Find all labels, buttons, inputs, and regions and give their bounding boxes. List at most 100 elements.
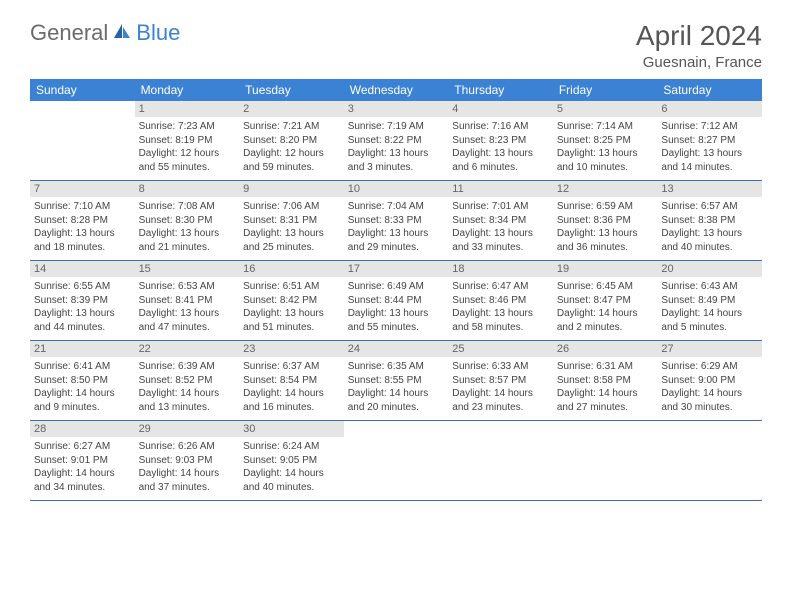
week-row: 14Sunrise: 6:55 AMSunset: 8:39 PMDayligh… — [30, 261, 762, 341]
day-cell: 28Sunrise: 6:27 AMSunset: 9:01 PMDayligh… — [30, 421, 135, 500]
day-cell: 14Sunrise: 6:55 AMSunset: 8:39 PMDayligh… — [30, 261, 135, 340]
day-info: Sunrise: 7:10 AMSunset: 8:28 PMDaylight:… — [34, 200, 131, 254]
day-cell: 21Sunrise: 6:41 AMSunset: 8:50 PMDayligh… — [30, 341, 135, 420]
day-cell: 29 Sunrise: 6:26 AMSunset: 9:03 PMDayligh… — [135, 421, 240, 500]
day-cell: 25Sunrise: 6:33 AMSunset: 8:57 PMDayligh… — [448, 341, 553, 420]
page-header: General Blue April 2024 Guesnain, France — [0, 0, 792, 79]
day-number: 4 — [448, 101, 553, 117]
day-info: Sunrise: 7:14 AMSunset: 8:25 PMDaylight:… — [557, 120, 654, 174]
day-header-wed: Wednesday — [344, 79, 449, 101]
day-info: Sunrise: 6:26 AMSunset: 9:03 PMDaylight:… — [139, 440, 236, 494]
day-cell: 1Sunrise: 7:23 AMSunset: 8:19 PMDaylight… — [135, 101, 240, 180]
day-cell: 18 Sunrise: 6:47 AMSunset: 8:46 PMDayligh… — [448, 261, 553, 340]
day-number: 10 — [344, 181, 449, 197]
day-number: 29 — [135, 421, 240, 437]
day-header-thu: Thursday — [448, 79, 553, 101]
day-cell: 6Sunrise: 7:12 AMSunset: 8:27 PMDaylight… — [657, 101, 762, 180]
day-header-row: Sunday Monday Tuesday Wednesday Thursday… — [30, 79, 762, 101]
week-row: 7 Sunrise: 7:10 AMSunset: 8:28 PMDaylight… — [30, 181, 762, 261]
day-number — [30, 101, 135, 117]
day-number: 1 — [135, 101, 240, 117]
week-row: 1Sunrise: 7:23 AMSunset: 8:19 PMDaylight… — [30, 101, 762, 181]
day-cell: 19 Sunrise: 6:45 AMSunset: 8:47 PMDayligh… — [553, 261, 658, 340]
logo: General Blue — [30, 20, 180, 46]
day-info: Sunrise: 7:19 AMSunset: 8:22 PMDaylight:… — [348, 120, 445, 174]
calendar: Sunday Monday Tuesday Wednesday Thursday… — [0, 79, 792, 501]
day-cell — [344, 421, 449, 500]
day-number: 8 — [135, 181, 240, 197]
day-cell: 16Sunrise: 6:51 AMSunset: 8:42 PMDayligh… — [239, 261, 344, 340]
day-info: Sunrise: 7:16 AMSunset: 8:23 PMDaylight:… — [452, 120, 549, 174]
day-number: 12 — [553, 181, 658, 197]
day-info: Sunrise: 6:39 AMSunset: 8:52 PMDaylight:… — [139, 360, 236, 414]
day-number: 26 — [553, 341, 658, 357]
day-cell: 24Sunrise: 6:35 AMSunset: 8:55 PMDayligh… — [344, 341, 449, 420]
day-cell: 5Sunrise: 7:14 AMSunset: 8:25 PMDaylight… — [553, 101, 658, 180]
day-info: Sunrise: 6:29 AMSunset: 9:00 PMDaylight:… — [661, 360, 758, 414]
day-header-sat: Saturday — [657, 79, 762, 101]
location-label: Guesnain, France — [636, 54, 762, 71]
day-number: 6 — [657, 101, 762, 117]
day-number: 30 — [239, 421, 344, 437]
day-header-fri: Friday — [553, 79, 658, 101]
day-cell: 17Sunrise: 6:49 AMSunset: 8:44 PMDayligh… — [344, 261, 449, 340]
day-number — [448, 421, 553, 437]
day-number: 17 — [344, 261, 449, 277]
day-info: Sunrise: 7:04 AMSunset: 8:33 PMDaylight:… — [348, 200, 445, 254]
day-number: 16 — [239, 261, 344, 277]
day-info: Sunrise: 6:45 AMSunset: 8:47 PMDaylight:… — [557, 280, 654, 334]
day-cell: 11 Sunrise: 7:01 AMSunset: 8:34 PMDayligh… — [448, 181, 553, 260]
day-info: Sunrise: 6:37 AMSunset: 8:54 PMDaylight:… — [243, 360, 340, 414]
day-number: 20 — [657, 261, 762, 277]
day-number: 13 — [657, 181, 762, 197]
day-info: Sunrise: 6:57 AMSunset: 8:38 PMDaylight:… — [661, 200, 758, 254]
weeks-container: 1Sunrise: 7:23 AMSunset: 8:19 PMDaylight… — [30, 101, 762, 501]
day-cell: 20 Sunrise: 6:43 AMSunset: 8:49 PMDayligh… — [657, 261, 762, 340]
day-cell: 26 Sunrise: 6:31 AMSunset: 8:58 PMDayligh… — [553, 341, 658, 420]
day-info: Sunrise: 6:24 AMSunset: 9:05 PMDaylight:… — [243, 440, 340, 494]
day-number — [344, 421, 449, 437]
day-number: 23 — [239, 341, 344, 357]
day-info: Sunrise: 6:55 AMSunset: 8:39 PMDaylight:… — [34, 280, 131, 334]
day-cell — [30, 101, 135, 180]
logo-sail-icon — [112, 22, 132, 45]
day-number: 25 — [448, 341, 553, 357]
day-info: Sunrise: 6:31 AMSunset: 8:58 PMDaylight:… — [557, 360, 654, 414]
day-info: Sunrise: 6:47 AMSunset: 8:46 PMDaylight:… — [452, 280, 549, 334]
day-cell: 23 Sunrise: 6:37 AMSunset: 8:54 PMDayligh… — [239, 341, 344, 420]
day-cell: 13 Sunrise: 6:57 AMSunset: 8:38 PMDayligh… — [657, 181, 762, 260]
day-number: 19 — [553, 261, 658, 277]
day-info: Sunrise: 6:27 AMSunset: 9:01 PMDaylight:… — [34, 440, 131, 494]
day-info: Sunrise: 6:43 AMSunset: 8:49 PMDaylight:… — [661, 280, 758, 334]
day-number — [657, 421, 762, 437]
day-cell: 22Sunrise: 6:39 AMSunset: 8:52 PMDayligh… — [135, 341, 240, 420]
day-info: Sunrise: 6:41 AMSunset: 8:50 PMDaylight:… — [34, 360, 131, 414]
day-cell: 12Sunrise: 6:59 AMSunset: 8:36 PMDayligh… — [553, 181, 658, 260]
day-info: Sunrise: 7:06 AMSunset: 8:31 PMDaylight:… — [243, 200, 340, 254]
day-header-mon: Monday — [135, 79, 240, 101]
day-cell — [553, 421, 658, 500]
day-info: Sunrise: 7:21 AMSunset: 8:20 PMDaylight:… — [243, 120, 340, 174]
day-number — [553, 421, 658, 437]
day-cell: 7 Sunrise: 7:10 AMSunset: 8:28 PMDaylight… — [30, 181, 135, 260]
day-cell: 9 Sunrise: 7:06 AMSunset: 8:31 PMDaylight… — [239, 181, 344, 260]
day-number: 11 — [448, 181, 553, 197]
day-cell: 8 Sunrise: 7:08 AMSunset: 8:30 PMDaylight… — [135, 181, 240, 260]
logo-text-blue: Blue — [136, 20, 180, 46]
day-number: 24 — [344, 341, 449, 357]
day-cell — [448, 421, 553, 500]
day-info: Sunrise: 7:08 AMSunset: 8:30 PMDaylight:… — [139, 200, 236, 254]
day-cell — [657, 421, 762, 500]
day-header-tue: Tuesday — [239, 79, 344, 101]
day-number: 18 — [448, 261, 553, 277]
day-info: Sunrise: 6:53 AMSunset: 8:41 PMDaylight:… — [139, 280, 236, 334]
week-row: 28Sunrise: 6:27 AMSunset: 9:01 PMDayligh… — [30, 421, 762, 501]
day-number: 27 — [657, 341, 762, 357]
day-cell: 2Sunrise: 7:21 AMSunset: 8:20 PMDaylight… — [239, 101, 344, 180]
day-info: Sunrise: 7:01 AMSunset: 8:34 PMDaylight:… — [452, 200, 549, 254]
day-cell: 15 Sunrise: 6:53 AMSunset: 8:41 PMDayligh… — [135, 261, 240, 340]
day-number: 15 — [135, 261, 240, 277]
day-number: 7 — [30, 181, 135, 197]
day-number: 3 — [344, 101, 449, 117]
day-number: 9 — [239, 181, 344, 197]
